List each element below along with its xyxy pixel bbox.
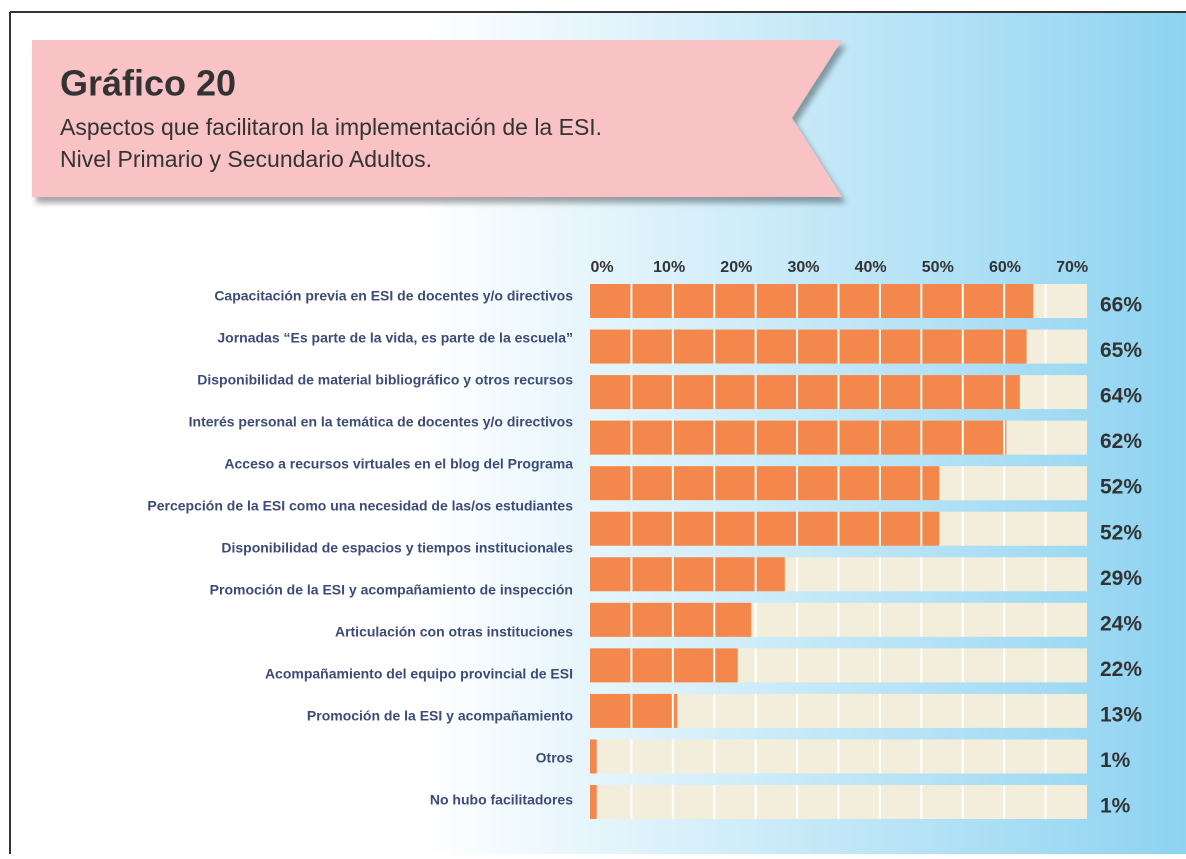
bar	[590, 785, 597, 819]
value-label: 65%	[1100, 339, 1142, 362]
category-label: Jornadas “Es parte de la vida, es parte …	[217, 330, 573, 346]
value-label: 64%	[1100, 385, 1142, 408]
value-label: 1%	[1100, 749, 1131, 772]
value-label: 66%	[1100, 294, 1142, 317]
category-label: Percepción de la ESI como una necesidad …	[147, 498, 573, 514]
bar	[590, 602, 752, 637]
category-label: Acceso a recursos virtuales en el blog d…	[224, 456, 573, 472]
category-label: Capacitación previa en ESI de docentes y…	[214, 288, 573, 304]
x-tick-label: 20%	[720, 259, 752, 276]
bar	[590, 284, 1034, 318]
chart-title: Gráfico 20	[60, 63, 236, 104]
value-label: 52%	[1100, 521, 1142, 544]
x-tick-label: 50%	[922, 259, 954, 276]
x-tick-label: 70%	[1056, 259, 1088, 276]
subtitle: Nivel Primario y Secundario Adultos.	[60, 146, 432, 172]
category-label: Articulación con otras instituciones	[335, 624, 573, 640]
value-label: 62%	[1100, 430, 1142, 453]
bar	[590, 648, 738, 683]
bar	[590, 739, 597, 774]
category-label: Otros	[536, 750, 574, 766]
bar	[590, 420, 1007, 455]
value-label: 22%	[1100, 658, 1142, 681]
bar	[590, 511, 940, 546]
bar	[590, 693, 678, 728]
value-label: 52%	[1100, 476, 1142, 499]
category-label: Disponibilidad de espacios y tiempos ins…	[221, 540, 573, 556]
x-tick-label: 40%	[855, 259, 887, 276]
category-label: Interés personal en la temática de docen…	[189, 414, 574, 430]
subtitle: Aspectos que facilitaron la implementaci…	[60, 114, 602, 140]
value-label: 29%	[1100, 567, 1142, 590]
category-label: Acompañamiento del equipo provincial de …	[265, 666, 573, 682]
category-label: Disponibilidad de material bibliográfico…	[197, 372, 573, 388]
title-banner	[32, 40, 842, 197]
bar	[590, 557, 785, 592]
category-label: Promoción de la ESI y acompañamiento	[307, 708, 573, 724]
category-label: No hubo facilitadores	[430, 792, 573, 808]
category-label: Promoción de la ESI y acompañamiento de …	[210, 582, 573, 598]
bar	[590, 329, 1027, 364]
x-tick-label: 10%	[653, 259, 685, 276]
x-tick-label: 0%	[590, 259, 613, 276]
x-tick-label: 30%	[787, 259, 819, 276]
value-label: 13%	[1100, 703, 1142, 726]
bar	[590, 466, 940, 501]
value-label: 24%	[1100, 612, 1142, 635]
x-tick-label: 60%	[989, 259, 1021, 276]
value-label: 1%	[1100, 795, 1131, 818]
bar	[590, 375, 1020, 410]
